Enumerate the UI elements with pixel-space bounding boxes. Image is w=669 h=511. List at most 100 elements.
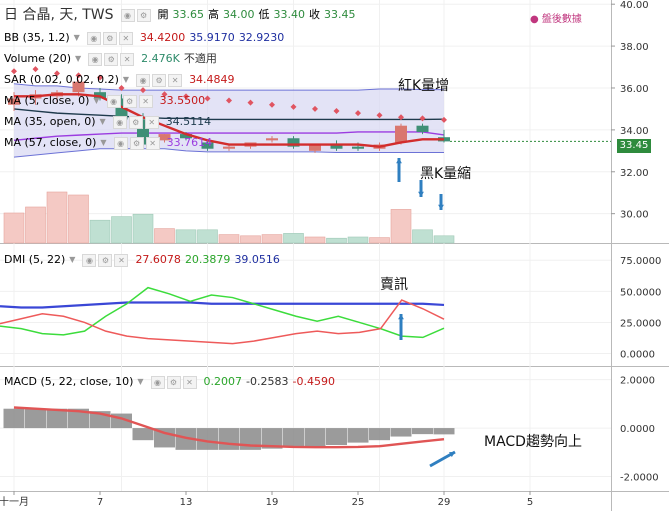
candle-body [180, 134, 192, 139]
gear-icon[interactable]: ⚙ [98, 253, 113, 267]
ma5-legend[interactable]: MA (5, close, 0) ▼ ◉ ⚙ ✕ 33.5500 [4, 94, 205, 108]
bb-basis: 34.4200 [139, 31, 186, 44]
bb-lower: 32.9230 [238, 31, 285, 44]
close-icon[interactable]: ✕ [138, 94, 153, 108]
sar-legend[interactable]: SAR (0.02, 0.02, 0.2) ▼ ◉ ⚙ ✕ 34.4849 [4, 73, 235, 87]
time-tick-label: 29 [438, 497, 451, 508]
sar-dot [312, 105, 318, 112]
close-icon[interactable]: ✕ [144, 115, 159, 129]
gear-icon[interactable]: ⚙ [128, 115, 143, 129]
price-tick-label: 34.00 [620, 126, 649, 137]
arrow-down-icon-head [438, 204, 444, 210]
close-icon[interactable]: ✕ [168, 73, 183, 87]
close-icon[interactable]: ✕ [182, 375, 197, 389]
chevron-down-icon[interactable]: ▼ [73, 33, 80, 42]
high-label: 高 [208, 8, 220, 21]
ma35-legend[interactable]: MA (35, open, 0) ▼ ◉ ⚙ ✕ 34.5114 [4, 115, 211, 129]
minus-di-line [0, 299, 445, 345]
price-tick-label: 36.00 [620, 84, 649, 95]
gear-icon[interactable]: ⚙ [136, 8, 151, 22]
symbol-title[interactable]: 日 合晶, 天, TWS [4, 7, 114, 23]
ma5-label: MA (5, close, 0) [4, 94, 90, 107]
close-value: 33.45 [324, 8, 356, 21]
macd-histogram-bar [326, 428, 347, 446]
arrow-up-icon-head [398, 314, 404, 320]
sar-dot [355, 110, 361, 117]
eye-icon[interactable]: ◉ [120, 8, 135, 22]
chevron-down-icon[interactable]: ▼ [69, 255, 76, 264]
chevron-down-icon[interactable]: ▼ [75, 54, 82, 63]
dmi-label: DMI (5, 22) [4, 253, 66, 266]
gear-icon[interactable]: ⚙ [129, 136, 144, 150]
chevron-down-icon[interactable]: ▼ [99, 117, 106, 126]
eye-icon[interactable]: ◉ [150, 375, 165, 389]
macd-histogram-bar [412, 428, 433, 435]
macd-tick-label: -2.0000 [620, 472, 659, 483]
time-tick-label: 十一月 [0, 495, 29, 508]
gear-icon[interactable]: ⚙ [104, 52, 119, 66]
dot-icon: ● [530, 14, 539, 25]
volume-bar [154, 228, 175, 244]
dmi-legend[interactable]: DMI (5, 22) ▼ ◉ ⚙ ✕ 27.6078 20.3879 39.0516 [4, 253, 280, 267]
macd-histogram-bar [197, 428, 218, 450]
ma57-value: 33.7614 [166, 136, 213, 149]
macd-signal-value: -0.4590 [292, 375, 335, 388]
gear-icon[interactable]: ⚙ [122, 94, 137, 108]
sar-label: SAR (0.02, 0.02, 0.2) [4, 73, 119, 86]
eye-icon[interactable]: ◉ [112, 115, 127, 129]
volume-bar [111, 216, 132, 244]
close-icon[interactable]: ✕ [114, 253, 129, 267]
candle-body [8, 98, 20, 105]
price-tick-label: 32.00 [620, 168, 649, 179]
macd-histogram-bar [283, 428, 304, 448]
macd-histogram-bar [25, 408, 46, 429]
eye-icon[interactable]: ◉ [88, 52, 103, 66]
candle-body [72, 81, 85, 93]
chevron-down-icon[interactable]: ▼ [122, 75, 130, 84]
candle-body [330, 144, 343, 149]
macd-histogram-bar [68, 408, 89, 429]
annotation-sell: 賣訊 [380, 277, 408, 293]
gear-icon[interactable]: ⚙ [102, 31, 117, 45]
candle-body [352, 146, 364, 149]
volume-bar [433, 235, 455, 244]
close-icon[interactable]: ✕ [120, 52, 135, 66]
close-icon[interactable]: ✕ [145, 136, 160, 150]
ma35-value: 34.5114 [165, 115, 212, 128]
gear-icon[interactable]: ⚙ [152, 73, 167, 87]
bb-upper: 35.9170 [189, 31, 235, 44]
ma57-legend[interactable]: MA (57, close, 0) ▼ ◉ ⚙ ✕ 33.7614 [4, 136, 212, 150]
chevron-down-icon[interactable]: ▼ [100, 138, 107, 147]
open-label: 開 [157, 8, 169, 21]
chevron-down-icon[interactable]: ▼ [137, 377, 144, 386]
macd-line [13, 406, 445, 449]
eye-icon[interactable]: ◉ [82, 253, 97, 267]
close-icon[interactable]: ✕ [118, 31, 133, 45]
eye-icon[interactable]: ◉ [86, 31, 101, 45]
volume-bar [369, 237, 390, 244]
sar-dot [398, 114, 404, 121]
volume-bar [68, 194, 89, 244]
sar-dot [290, 103, 297, 110]
volume-legend[interactable]: Volume (20) ▼ ◉ ⚙ ✕ 2.476K 不適用 [4, 52, 217, 66]
dmi-minus-value: 27.6078 [135, 253, 181, 266]
macd-tick-label: 2.0000 [620, 376, 655, 387]
gear-icon[interactable]: ⚙ [166, 375, 181, 389]
volume-ma: 不適用 [183, 52, 217, 65]
sar-dot [118, 84, 125, 91]
plus-di-line [0, 286, 445, 339]
sar-value: 34.4849 [189, 73, 235, 86]
chevron-down-icon[interactable]: ▼ [93, 96, 100, 105]
sar-dot [419, 115, 426, 122]
macd-legend[interactable]: MACD (5, 22, close, 10) ▼ ◉ ⚙ ✕ 0.2007 -0.2… [4, 375, 335, 389]
volume-bar [218, 234, 240, 244]
bb-legend[interactable]: BB (35, 1.2) ▼ ◉ ⚙ ✕ 34.4200 35.9170 32.923… [4, 31, 284, 45]
after-hours-label[interactable]: ● 盤後數據 [530, 14, 582, 25]
arrow-down-icon-head [418, 191, 424, 197]
volume-bar [412, 229, 433, 244]
macd-histogram-bar [304, 428, 326, 447]
eye-icon[interactable]: ◉ [106, 94, 121, 108]
eye-icon[interactable]: ◉ [136, 73, 151, 87]
sar-dot [75, 72, 82, 79]
eye-icon[interactable]: ◉ [113, 136, 128, 150]
